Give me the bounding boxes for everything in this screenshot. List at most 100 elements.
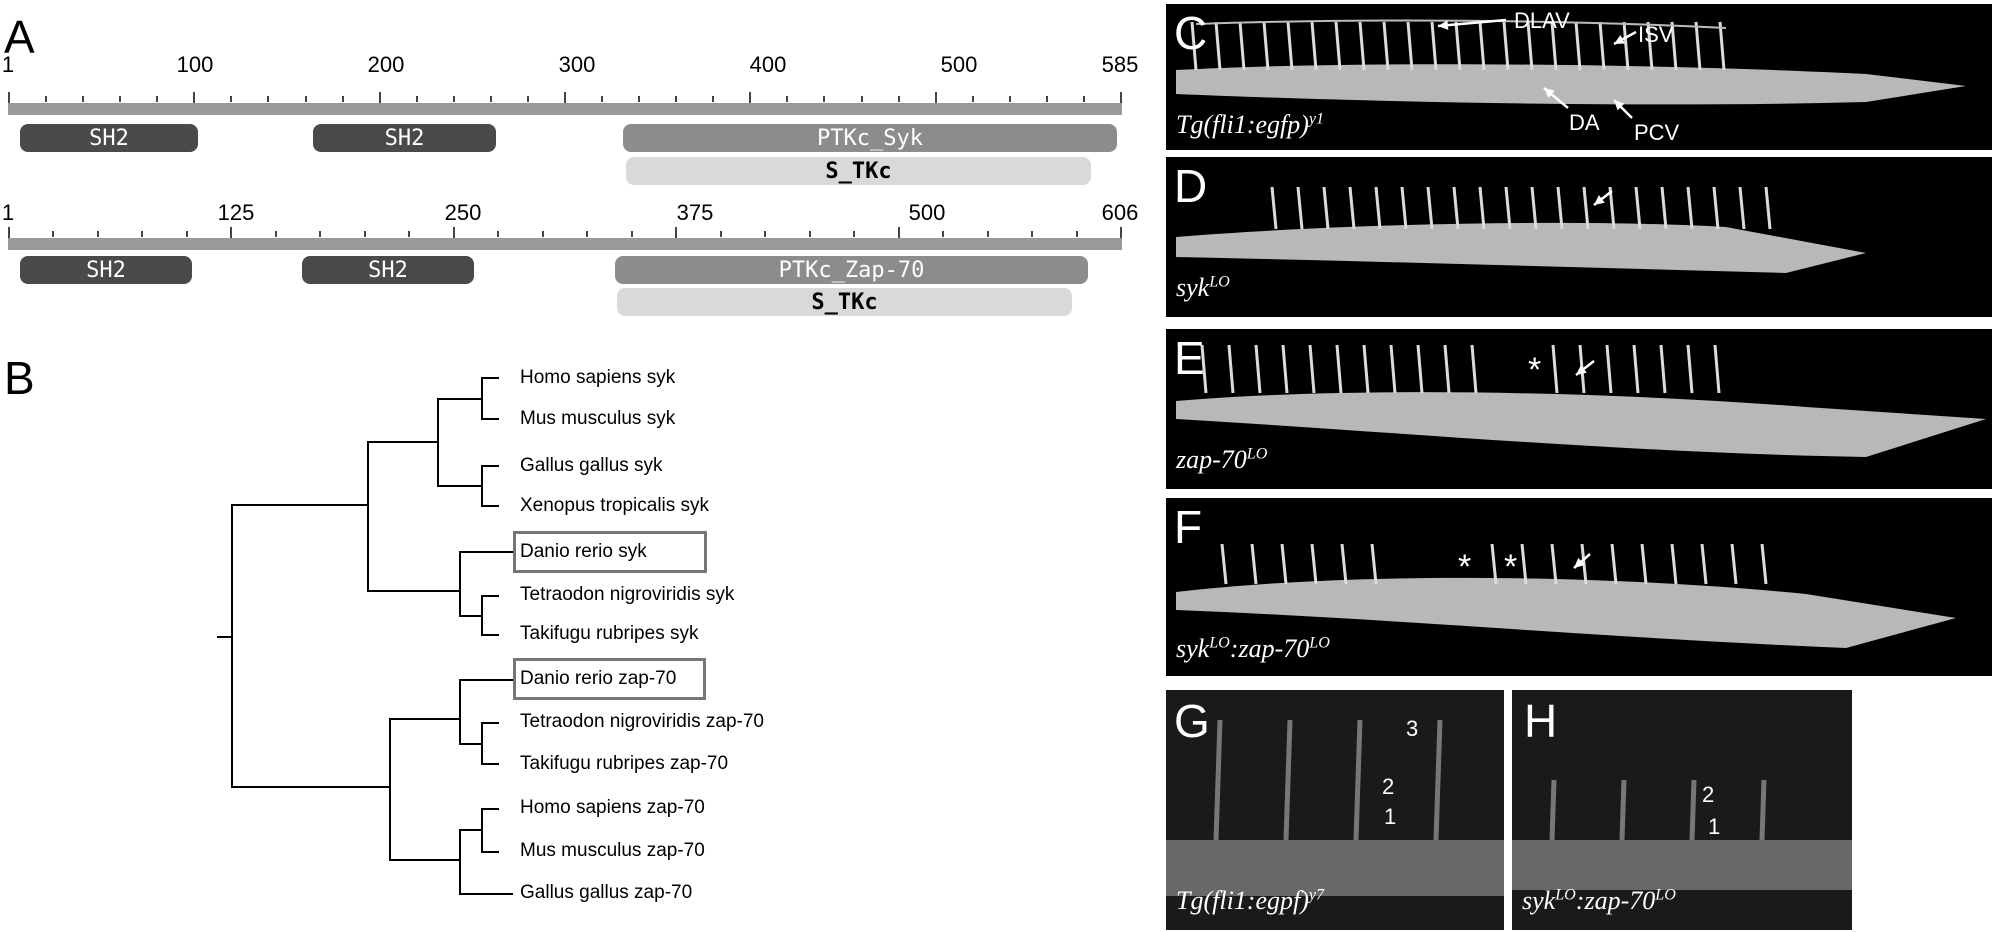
panel-label-f: F	[1174, 501, 1203, 553]
intersegmental-vessel	[1712, 186, 1720, 230]
intersegmental-vessel	[1632, 344, 1640, 394]
intersegmental-vessel	[1730, 543, 1738, 585]
dlav-vessel	[1195, 19, 1727, 29]
dorsal-aorta	[1512, 840, 1852, 890]
sprout-number: 2	[1702, 782, 1715, 807]
ruler-tick	[341, 96, 344, 102]
intersegmental-vessel	[1490, 543, 1498, 585]
intersegmental-vessel	[1574, 21, 1582, 71]
missing-vessel-asterisk: *	[1504, 548, 1518, 586]
danio-zap70-highlight-box	[513, 658, 706, 700]
panel-label-d: D	[1174, 160, 1208, 212]
ruler-tick	[452, 96, 455, 102]
intersegmental-vessel	[1286, 21, 1294, 71]
danio-syk-highlight-box	[513, 531, 707, 573]
ruler-tick	[52, 231, 55, 237]
ruler-tick	[986, 231, 989, 237]
ruler-tick	[971, 96, 974, 102]
ruler-tick	[497, 231, 500, 237]
intersegmental-vessel	[1213, 719, 1223, 841]
sprout-number: 3	[1406, 716, 1419, 741]
leaf-label: Homo sapiens syk	[520, 367, 676, 388]
intersegmental-vessel	[1430, 21, 1438, 71]
ruler-tick	[185, 231, 188, 237]
ruler-tick	[897, 227, 900, 239]
dorsal-aorta	[1176, 222, 1866, 273]
ruler-tick	[415, 96, 418, 102]
tree-branch	[231, 504, 369, 506]
intersegmental-vessel	[1670, 21, 1678, 71]
da-annotation: DA	[1569, 110, 1600, 135]
tree-branch	[481, 505, 499, 507]
ruler-tick	[82, 96, 85, 102]
intersegmental-vessel	[1362, 344, 1370, 394]
intersegmental-vessel	[1738, 186, 1746, 230]
panel-label-e: E	[1174, 332, 1205, 384]
intersegmental-vessel	[1478, 21, 1486, 71]
dorsal-aorta	[1176, 577, 1956, 648]
tree-branch	[481, 377, 499, 379]
tree-branch	[459, 829, 461, 895]
ruler-tick	[601, 96, 604, 102]
micrograph-h: H 2 1 sykLO:zap-70LO	[1512, 690, 1852, 930]
arrowhead-icon	[1594, 195, 1605, 205]
zap70-stkc-domain: S_TKc	[617, 288, 1072, 316]
intersegmental-vessel	[1443, 344, 1451, 394]
intersegmental-vessel	[1622, 21, 1630, 71]
leaf-label: Mus musculus zap-70	[520, 840, 705, 861]
genotype-label: zap-70LO	[1176, 445, 1268, 474]
intersegmental-vessel	[1250, 543, 1258, 585]
intersegmental-vessel	[1526, 21, 1534, 71]
tree-branch	[367, 590, 461, 592]
intersegmental-vessel	[1190, 21, 1198, 71]
intersegmental-vessel	[1283, 719, 1293, 841]
panel-label-h: H	[1524, 695, 1558, 747]
ruler-tick	[489, 96, 492, 102]
tree-branch	[481, 595, 499, 597]
intersegmental-vessel	[1452, 186, 1460, 230]
intersegmental-vessel	[1470, 344, 1478, 394]
tree-branch	[459, 679, 461, 745]
tree-branch	[459, 551, 461, 617]
ruler-tick	[675, 227, 678, 239]
tree-branch	[389, 718, 391, 861]
intersegmental-vessel	[1281, 344, 1289, 394]
ruler-tick	[942, 231, 945, 237]
intersegmental-vessel	[1686, 186, 1694, 230]
leaf-label: Danio rerio zap-70	[520, 668, 677, 689]
tree-branch	[459, 679, 513, 681]
intersegmental-vessel	[1214, 21, 1222, 71]
tree-branch	[367, 441, 439, 443]
intersegmental-vessel	[1358, 21, 1366, 71]
micrograph-c: C Tg(fli1:egfp)y1 DLAV ISV DA PCV	[1166, 4, 1992, 150]
zap70-sh2-domain: SH2	[302, 256, 474, 284]
ruler-tick	[823, 96, 826, 102]
ruler-tick	[267, 96, 270, 102]
intersegmental-vessel	[1335, 344, 1343, 394]
intersegmental-vessel	[1280, 543, 1288, 585]
intersegmental-vessel	[1322, 186, 1330, 230]
syk-tick-label: 200	[367, 52, 405, 77]
ruler-tick	[934, 92, 937, 104]
micrograph-f: F * * sykLO:zap-70LO	[1166, 498, 1992, 676]
intersegmental-vessel	[1220, 543, 1228, 585]
ruler-tick	[363, 231, 366, 237]
intersegmental-vessel	[1550, 21, 1558, 71]
tree-branch	[231, 504, 233, 788]
zap70-protein-track	[8, 238, 1122, 250]
intersegmental-vessel	[1308, 344, 1316, 394]
zap70-tick-label: 1	[1, 200, 15, 225]
intersegmental-vessel	[1400, 186, 1408, 230]
micrograph-e: E * zap-70LO	[1166, 329, 1992, 489]
vessel-image	[1176, 344, 1986, 457]
intersegmental-vessel	[1353, 719, 1363, 841]
intersegmental-vessel	[1504, 186, 1512, 230]
sprout-number: 2	[1382, 774, 1395, 799]
intersegmental-vessel	[1254, 344, 1262, 394]
intersegmental-vessel	[1520, 543, 1528, 585]
intersegmental-vessel	[1389, 344, 1397, 394]
intersegmental-vessel	[1227, 344, 1235, 394]
genotype-label: Tg(fli1:egfp)y1	[1176, 110, 1325, 139]
intersegmental-vessel	[1605, 344, 1613, 394]
syk-tick-label: 500	[940, 52, 978, 77]
